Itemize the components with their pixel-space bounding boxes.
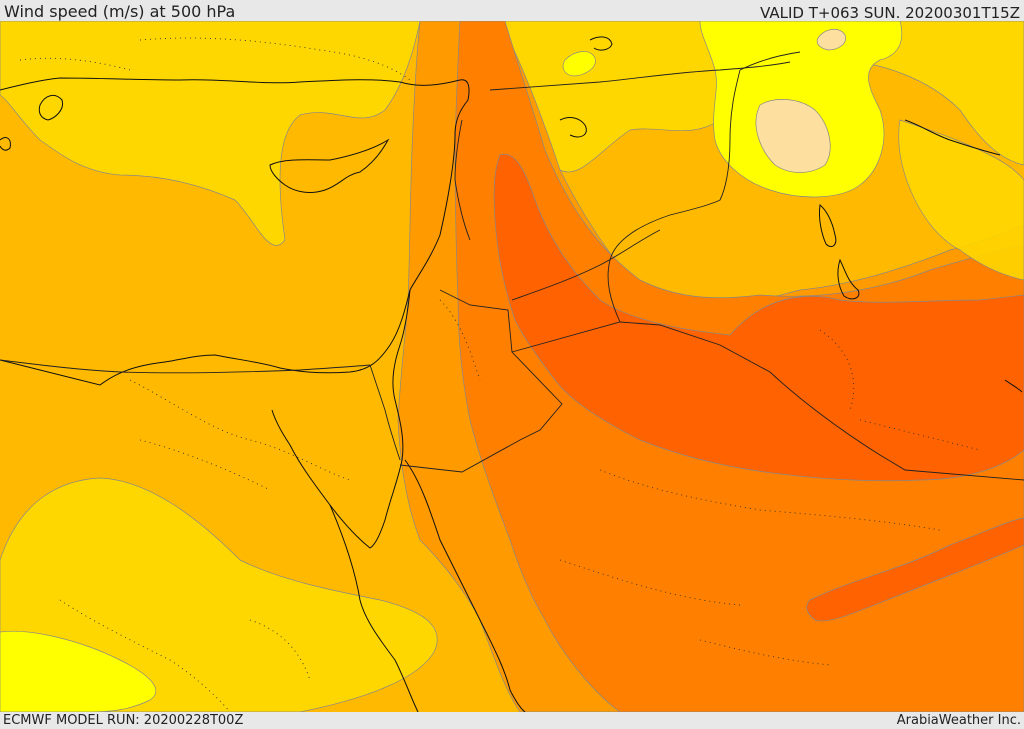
valid-time: VALID T+063 SUN. 20200301T15Z [760,4,1020,22]
wind-speed-map[interactable] [0,21,1024,712]
field-red-orange-southeast [806,517,1024,622]
credit: ArabiaWeather Inc. [896,713,1021,728]
model-run: ECMWF MODEL RUN: 20200228T00Z [3,713,244,728]
terrain-contours [19,37,981,712]
field-lightest-patch [755,99,831,173]
footer-bar: ECMWF MODEL RUN: 20200228T00Z ArabiaWeat… [0,712,1024,729]
borders [0,51,1024,481]
field-gold-north [0,21,421,246]
field-yellow-southwest [0,630,157,712]
field-red-orange-core [493,153,1024,482]
field-gold-southwest [0,477,438,712]
field-lightest-small [816,29,846,51]
header-bar: Wind speed (m/s) at 500 hPa VALID T+063 … [0,0,1024,22]
coastlines [0,36,1023,712]
map-title: Wind speed (m/s) at 500 hPa [4,2,236,21]
field-yellow-small [562,51,596,77]
